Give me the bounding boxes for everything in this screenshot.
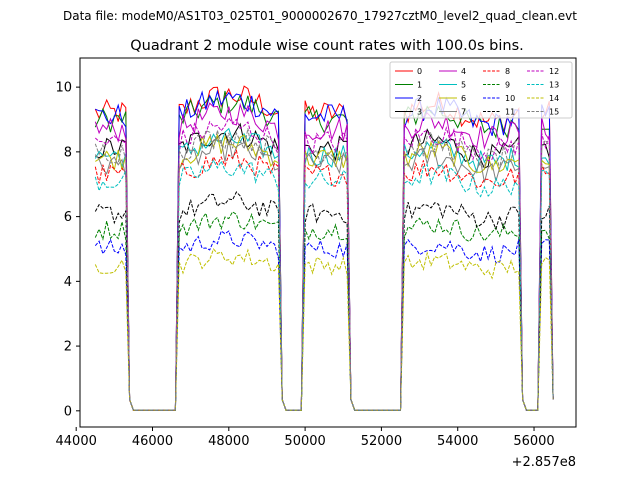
legend-label-11: 11 [505,108,515,117]
legend-frame [389,61,573,119]
series-line-10 [94,230,554,411]
series-line-13 [94,158,554,411]
legend-label-12: 12 [549,67,559,76]
x-tick-label: 48000 [208,434,249,449]
x-tick-label: 52000 [361,434,402,449]
y-tick-label: 0 [64,404,72,419]
series-line-1 [94,90,554,411]
legend-label-6: 6 [461,94,466,103]
series-line-11 [94,191,554,411]
legend-label-0: 0 [417,67,422,76]
y-tick-label: 4 [64,275,72,290]
plot-frame [79,57,577,428]
legend-label-8: 8 [505,67,510,76]
legend-label-4: 4 [461,67,466,76]
y-axis: 0 2 4 6 8 10 [55,81,80,419]
y-tick-label: 6 [64,210,72,225]
series-line-6 [95,133,554,411]
x-tick-label: 54000 [437,434,478,449]
legend-label-3: 3 [417,108,422,117]
legend-label-7: 7 [461,108,466,117]
legend-label-14: 14 [549,94,559,103]
series-line-8 [94,148,554,411]
y-tick-label: 10 [55,81,72,96]
x-tick-label: 44000 [56,434,97,449]
legend-label-9: 9 [505,81,510,90]
x-tick-label: 50000 [284,434,325,449]
chart-suptitle: Data file: modeM0/AS1T03_025T01_90000026… [63,9,577,23]
y-tick-label: 2 [64,340,72,355]
y-tick-label: 8 [64,145,72,160]
x-tick-label: 46000 [132,434,173,449]
series-line-3 [95,122,554,411]
x-offset-label: +2.857e8 [512,455,576,470]
chart-title: Quadrant 2 module wise count rates with … [130,38,524,54]
legend-label-13: 13 [549,81,559,90]
legend-label-1: 1 [417,81,422,90]
x-tick-label: 56000 [513,434,554,449]
legend-label-15: 15 [549,108,559,117]
series-line-9 [94,211,554,411]
series-line-2 [95,89,554,411]
legend-label-5: 5 [461,81,466,90]
legend-label-10: 10 [505,94,515,103]
plot-lines [94,85,554,411]
series-line-14 [94,248,554,411]
legend-label-2: 2 [417,94,422,103]
x-axis: 44000 46000 48000 50000 52000 54000 56000 [56,427,555,449]
series-line-15 [94,128,554,411]
